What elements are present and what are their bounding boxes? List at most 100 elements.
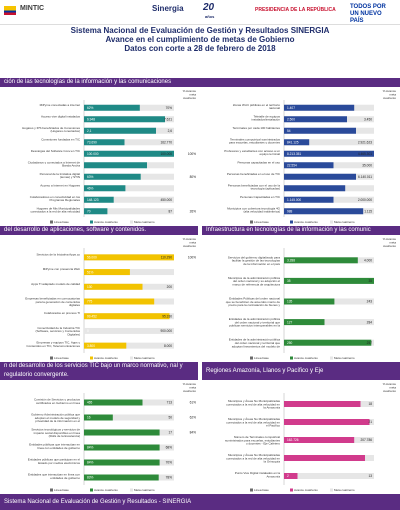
category-label: MiPyme con presencia Web: [43, 267, 81, 271]
meta-value: 35: [368, 279, 372, 283]
category-label: MiPyme conectadas a internet: [40, 103, 81, 107]
avance-value: 99.452: [87, 314, 97, 318]
meta-value: 4.000: [364, 259, 372, 263]
category-label: Municipios con cobertura tecnología 4G (a…: [227, 206, 281, 213]
chart-panel-6: % Avance meta cuatrienio Municipios y Áreas…: [225, 382, 397, 492]
meta-value: 18: [368, 402, 372, 406]
avance-value: 127: [287, 320, 293, 324]
anos-label: años: [205, 14, 215, 19]
category-label: Empresas y equipos TIC, Apps y Contenidos…: [26, 341, 80, 348]
avance-bar: [84, 139, 125, 146]
meta-value: 900.000: [160, 329, 172, 333]
avance-bar: [284, 319, 325, 326]
avance-bar: [284, 419, 370, 425]
chart-panel-2: % Avance meta cuatrienio Zonas Wi-Fi públic…: [224, 89, 397, 224]
category-label: Profesores y estudiantes con acceso a un…: [224, 149, 280, 156]
avance-bar: [84, 269, 130, 276]
category-label: Comisión de Servicios y productos certifi…: [34, 398, 81, 405]
pct-header: % Avance meta cuatrienio: [383, 237, 397, 248]
avance-bar: [84, 342, 127, 349]
legend-swatch: [290, 356, 293, 360]
avance-bar: [84, 116, 165, 123]
meta-value: 70%: [166, 461, 173, 465]
category-label: Acceso a Internet en Hogares: [40, 183, 80, 187]
avance-bar: [284, 277, 374, 284]
category-label: Acceso vive digital instalados: [41, 114, 81, 118]
avance-value: 62%: [87, 106, 94, 110]
avance-bar: [84, 196, 114, 203]
anos-number: 20: [203, 2, 215, 13]
avance-bar: [84, 254, 174, 261]
meta-value: 78%: [166, 476, 173, 480]
header: MINTIC Sinergia 20 años PRESIDENCIA DE L…: [0, 0, 400, 25]
title-line-2: Avance en el cumplimiento de metas de Go…: [105, 35, 295, 44]
footer: Sistema Nacional de Evaluación de Gestió…: [0, 494, 400, 510]
avance-value: 2.500: [287, 117, 295, 121]
legend-label: Avance cuatrienio: [94, 488, 118, 492]
avance-value: 3.288: [287, 259, 295, 263]
meta-value: 95.330: [162, 314, 172, 318]
meta-value: 284: [367, 320, 373, 324]
avance-value: 70: [87, 209, 91, 213]
mintic-logo: MINTIC: [20, 5, 45, 12]
presidencia-label: PRESIDENCIA DE LA REPÚBLICA: [255, 7, 336, 13]
meta-value: 100.000: [160, 152, 172, 156]
avance-bar: [284, 185, 346, 192]
avance-value: 1.145.000: [287, 198, 301, 202]
avance-value: 16: [87, 416, 91, 420]
category-label: Personas beneficiadas en el uso de TIC: [227, 172, 281, 176]
avance-bar: [84, 399, 143, 406]
section-band-apps: del desarrollo de aplicaciones, software…: [0, 226, 198, 235]
avance-bar: [284, 173, 356, 180]
pct-value: 26%: [190, 209, 197, 213]
category-label: Entidades de la administración pública de…: [229, 317, 281, 328]
legend-label: Avance cuatrienio: [294, 220, 318, 224]
avance-value: 51%: [87, 270, 94, 274]
category-label: Entidades públicas que participan en el E…: [28, 458, 81, 465]
avance-bar: [84, 185, 126, 192]
title-line-1: Sistema Nacional de Evaluación de Gestió…: [70, 26, 330, 35]
avance-bar: [84, 208, 108, 215]
legend-swatch: [290, 220, 293, 224]
section-band-tic: ción de las tecnologías de la informació…: [0, 78, 400, 87]
avance-value: 100.000: [87, 152, 99, 156]
avance-value: 988: [287, 209, 293, 213]
avance-bar: [284, 437, 355, 443]
legend-label: Línea base: [54, 356, 69, 360]
meta-bar: [84, 185, 174, 192]
legend-label: Línea base: [254, 220, 269, 224]
avance-bar: [84, 127, 156, 134]
pct-header: % Avance meta cuatrienio: [383, 89, 397, 100]
meta-bar: [84, 414, 174, 421]
avance-value: 6.948: [87, 117, 95, 121]
legend-label: Meta cuatrienio: [334, 356, 355, 360]
todos-logo: TODOS POR UN NUEVO PAÍS: [350, 4, 386, 24]
meta-bar: [84, 342, 174, 349]
meta-bar: [284, 473, 374, 479]
avance-bar: [84, 313, 170, 320]
meta-bar: [284, 139, 374, 146]
avance-value: 84%: [87, 461, 94, 465]
category-label: Servicios tecnológicos y servicios de imp…: [31, 428, 80, 439]
category-label: Número de Terminales computrical suminist…: [225, 435, 281, 446]
avance-bar: [284, 150, 374, 157]
avance-value: 22.554: [287, 163, 297, 167]
meta-value: 257: [367, 341, 373, 345]
meta-value: 8.000: [164, 344, 172, 348]
pct-header: % Avance meta cuatrienio: [383, 382, 397, 393]
legend-label: Avance cuatrienio: [294, 356, 318, 360]
section-band-regiones: Regiones Amazonía, Llanos y Pacífico y E…: [202, 362, 400, 380]
avance-bar: [284, 298, 335, 305]
avance-value: 63%: [87, 175, 94, 179]
legend-label: Avance cuatrienio: [294, 488, 318, 492]
legend-swatch: [90, 220, 93, 224]
avance-value: 0: [87, 329, 89, 333]
legend-swatch: [90, 356, 93, 360]
category-label: Municipios y Áreas No Municipalizadas con…: [226, 453, 280, 464]
avance-value: 35: [287, 279, 291, 283]
avance-bar: [284, 455, 365, 461]
legend-label: Meta cuatrienio: [334, 488, 355, 492]
meta-bar: [84, 196, 174, 203]
avance-value: 56.000: [87, 256, 97, 260]
meta-value: 162.770: [160, 140, 172, 144]
